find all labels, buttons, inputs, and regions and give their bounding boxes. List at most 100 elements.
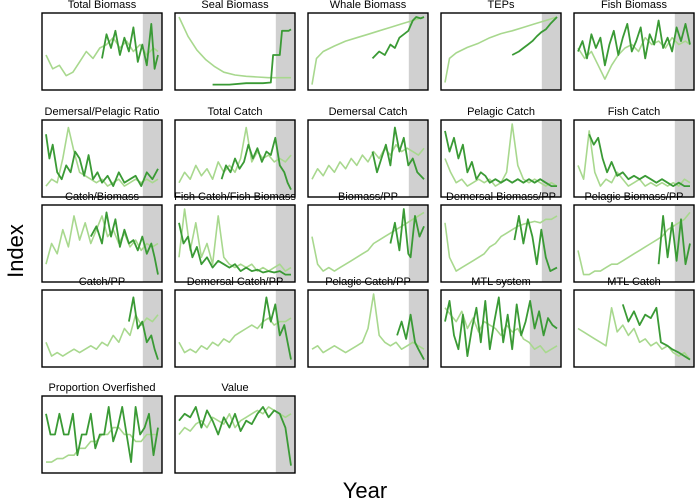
series-line-light-whale-biomass (311, 16, 425, 85)
panel-total-biomass: Total Biomass (41, 0, 163, 91)
panel-teps: TEPs (440, 0, 562, 91)
panel-proportion-overfished: Proportion Overfished (41, 382, 163, 474)
panel-title-total-catch: Total Catch (207, 106, 262, 118)
panel-frame-catch-biomass (41, 204, 163, 283)
panel-title-fish-catch: Fish Catch (608, 106, 661, 118)
series-line-dark-pelagic-catch (444, 130, 557, 188)
panel-frame-demersal-catch (307, 119, 429, 198)
panel-pelagic-biomass-pp: Pelagic Biomass/PP (573, 191, 695, 283)
panel-frame-catch-pp (41, 289, 163, 368)
series-line-light-pelagic-catch (444, 123, 558, 187)
series-line-light-value (178, 406, 292, 436)
series-line-dark-demersal-catch (371, 126, 425, 180)
series-line-light-total-catch (178, 126, 292, 184)
panel-demersal-catch: Demersal Catch (307, 106, 429, 198)
panel-title-catch-pp: Catch/PP (79, 276, 125, 288)
panel-frame-demersal-biomass-pp (440, 204, 562, 283)
panel-title-fish-catch-fish-biomass: Fish Catch/Fish Biomass (174, 191, 296, 203)
panel-title-total-biomass: Total Biomass (68, 0, 137, 11)
panel-frame-seal-biomass (174, 12, 296, 91)
panel-title-mtl-system: MTL system (471, 276, 531, 288)
series-line-light-seal-biomass (178, 16, 291, 79)
panel-title-teps: TEPs (488, 0, 515, 11)
shaded-period-demersal-biomass-pp (541, 205, 561, 282)
panel-catch-pp: Catch/PP (41, 276, 163, 368)
panel-frame-pelagic-catch-pp (307, 289, 429, 368)
series-line-dark-demersal-pelagic-ratio (45, 134, 159, 188)
series-line-light-fish-catch (577, 130, 691, 187)
panel-frame-demersal-pelagic-ratio (41, 119, 163, 198)
panel-frame-total-catch (174, 119, 296, 198)
series-line-dark-pelagic-catch-pp (396, 313, 425, 361)
panel-title-biomass-pp: Biomass/PP (338, 191, 398, 203)
series-line-light-mtl-catch (577, 306, 691, 361)
shaded-period-catch-pp (142, 290, 162, 367)
panel-title-pelagic-biomass-pp: Pelagic Biomass/PP (584, 191, 683, 203)
shaded-period-demersal-pelagic-ratio (142, 120, 162, 197)
panel-title-catch-biomass: Catch/Biomass (65, 191, 139, 203)
panel-title-value: Value (221, 382, 248, 394)
shaded-period-teps (541, 13, 561, 90)
series-line-dark-proportion-overfished (45, 405, 159, 464)
shaded-period-seal-biomass (275, 13, 295, 90)
panel-frame-teps (440, 12, 562, 91)
panel-title-pelagic-catch: Pelagic Catch (467, 106, 535, 118)
series-line-light-demersal-catch-pp (178, 317, 292, 354)
x-axis-label: Year (342, 478, 388, 503)
panel-frame-value (174, 395, 296, 474)
panel-frame-whale-biomass (307, 12, 429, 91)
panel-frame-biomass-pp (307, 204, 429, 283)
series-line-dark-biomass-pp (389, 208, 425, 259)
series-line-dark-catch-biomass (90, 211, 159, 275)
panel-title-pelagic-catch-pp: Pelagic Catch/PP (325, 276, 411, 288)
shaded-period-pelagic-catch (541, 120, 561, 197)
panel-frame-fish-catch (573, 119, 695, 198)
series-line-dark-mtl-system (444, 296, 558, 358)
panel-mtl-catch: MTL Catch (573, 276, 695, 368)
series-line-light-demersal-biomass-pp (444, 215, 558, 272)
panel-frame-pelagic-catch (440, 119, 562, 198)
series-line-light-pelagic-biomass-pp (577, 211, 691, 276)
panel-title-seal-biomass: Seal Biomass (201, 0, 269, 11)
panel-title-demersal-catch-pp: Demersal Catch/PP (187, 276, 284, 288)
panel-biomass-pp: Biomass/PP (307, 191, 429, 283)
shaded-period-total-biomass (142, 13, 162, 90)
series-line-dark-demersal-catch-pp (261, 296, 292, 360)
panel-whale-biomass: Whale Biomass (307, 0, 429, 91)
series-line-dark-mtl-catch (621, 304, 691, 361)
series-line-dark-whale-biomass (371, 16, 425, 60)
series-line-dark-value (178, 405, 292, 466)
series-line-light-catch-pp (45, 313, 159, 357)
series-line-dark-fish-catch (588, 133, 690, 188)
panel-frame-mtl-system (440, 289, 562, 368)
series-line-light-pelagic-catch-pp (311, 293, 425, 354)
panel-title-whale-biomass: Whale Biomass (330, 0, 407, 11)
panel-frame-total-biomass (41, 12, 163, 91)
panel-title-demersal-catch: Demersal Catch (329, 106, 408, 118)
series-line-dark-pelagic-biomass-pp (657, 214, 691, 266)
panel-value: Value (174, 382, 296, 474)
shaded-period-demersal-catch (408, 120, 428, 197)
series-line-dark-total-catch (220, 136, 292, 190)
series-line-light-fish-catch-fish-biomass (178, 208, 292, 272)
shaded-period-fish-catch (674, 120, 694, 197)
series-line-dark-teps (511, 16, 558, 56)
shaded-period-fish-biomass (674, 13, 694, 90)
series-line-light-fish-biomass (577, 36, 691, 80)
panel-title-proportion-overfished: Proportion Overfished (49, 382, 156, 394)
shaded-period-fish-catch-fish-biomass (275, 205, 295, 282)
y-axis-label: Index (3, 224, 28, 278)
shaded-period-catch-biomass (142, 205, 162, 282)
shaded-period-pelagic-catch-pp (408, 290, 428, 367)
series-line-dark-catch-pp (128, 296, 159, 360)
shaded-period-whale-biomass (408, 13, 428, 90)
series-line-dark-seal-biomass (212, 28, 292, 86)
panel-seal-biomass: Seal Biomass (174, 0, 296, 91)
series-line-dark-demersal-biomass-pp (513, 214, 558, 273)
panel-frame-demersal-catch-pp (174, 289, 296, 368)
shaded-period-total-catch (275, 120, 295, 197)
shaded-period-mtl-catch (674, 290, 694, 367)
panel-fish-biomass: Fish Biomass (573, 0, 695, 91)
